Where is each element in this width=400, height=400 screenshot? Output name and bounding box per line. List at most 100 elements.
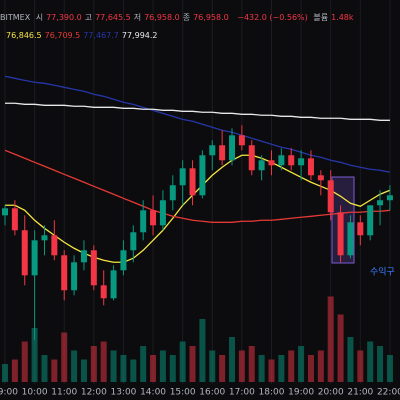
candle-body (150, 210, 157, 226)
candle-body (317, 175, 324, 181)
x-tick-label: 16:00 (199, 388, 225, 398)
candle-body (199, 155, 206, 196)
candle-body (80, 250, 87, 263)
ma-value: 76,846.5 (6, 31, 42, 40)
candle-body (377, 200, 384, 206)
volume-bar (298, 346, 305, 382)
ma-line (4, 75, 391, 173)
x-tick-label: 22:00 (377, 388, 400, 398)
x-tick-label: 20:00 (318, 388, 344, 398)
ohlc-values: 시 77,390.0 고 77,645.5 저 76,958.0 종 76,958.0 (36, 13, 232, 22)
volume-bar (307, 355, 314, 382)
ohlc-value: 76,958.0 (193, 13, 229, 22)
candle-body (258, 160, 265, 171)
x-tick-label: 10:00 (22, 388, 48, 398)
ohlc-value: 77,645.5 (95, 13, 131, 22)
candle-body (268, 160, 275, 166)
volume-bar (110, 350, 117, 382)
volume-bar (258, 355, 265, 382)
volume-bar (386, 355, 393, 382)
volume-bar (100, 341, 107, 382)
volume-bar (51, 359, 58, 382)
volume-bar (229, 337, 236, 382)
ma-line (5, 154, 391, 263)
candle-body (179, 168, 186, 186)
candle-body (159, 200, 166, 226)
volume-bar (288, 350, 295, 382)
volume-value: 1.48k (331, 13, 354, 22)
ohlc-value: 76,958.0 (144, 13, 180, 22)
ohlc-label: 시 (35, 13, 44, 22)
volume-bar (80, 359, 87, 382)
candle-body (367, 205, 374, 236)
ma-value: 76,709.5 (44, 31, 81, 40)
candle-body (347, 222, 354, 256)
ma-value: 77,994.2 (121, 31, 158, 40)
candle-body (120, 250, 127, 271)
volume-bar (219, 355, 226, 382)
candle-body (229, 135, 236, 161)
candle-body (209, 145, 216, 156)
candle-body (327, 180, 334, 213)
volume-bar (199, 319, 206, 382)
volume-bar (268, 359, 275, 382)
ma-line (5, 102, 390, 121)
candle-body (41, 235, 48, 241)
candle-body (21, 230, 28, 276)
volume-bar (347, 337, 354, 382)
candle-body (140, 210, 147, 233)
volume-bar (11, 359, 18, 382)
volume-bar (90, 346, 97, 382)
candle-body (61, 255, 68, 291)
volume-bar (377, 346, 384, 382)
volume-bar (31, 328, 38, 382)
candle-body (90, 250, 97, 286)
x-tick-label: 14:00 (140, 388, 166, 398)
x-tick-label: 19:00 (288, 388, 314, 398)
candle-body (238, 135, 245, 146)
candle-body (100, 285, 107, 299)
ma-legend: 76,846.5 76,709.5 77,467.7 77,994.2 (6, 31, 161, 40)
candle-body (51, 235, 58, 256)
candle-body (357, 222, 364, 236)
volume-bar (248, 346, 255, 382)
candle-body (248, 145, 255, 171)
candle-body (11, 208, 18, 231)
volume-bar (120, 355, 127, 382)
volume-bar (189, 346, 196, 382)
volume-bar (179, 341, 186, 382)
candle-body (337, 212, 344, 256)
volume-bar (367, 341, 374, 382)
x-tick-label: 15:00 (170, 388, 196, 398)
candle-body (386, 195, 393, 201)
exchange: BITMEX (0, 13, 31, 22)
ohlc-label: 종 (182, 13, 191, 22)
candle-body (278, 155, 285, 166)
ohlc-value: 77,390.0 (46, 13, 82, 22)
volume-bar (169, 355, 176, 382)
ma-line (4, 149, 390, 223)
volume-bar (357, 350, 364, 382)
volume-bar (2, 364, 8, 382)
x-tick-label: 11:00 (51, 388, 77, 398)
ohlc-label: 고 (84, 13, 93, 22)
volume-bar (130, 359, 137, 382)
volume-bar (317, 350, 324, 382)
candle-body (169, 185, 176, 201)
candle-body (288, 155, 295, 166)
candle-body (2, 208, 8, 216)
x-tick-label: 13:00 (110, 388, 136, 398)
change: −432.0 (−0.56%) (237, 13, 308, 22)
ma-value: 77,467.7 (83, 31, 119, 40)
x-tick-label: 21:00 (347, 388, 373, 398)
volume-bar (327, 296, 334, 382)
volume-bar (71, 350, 78, 382)
volume-bar (61, 332, 68, 382)
candle-body (189, 168, 196, 196)
volume-bar (337, 314, 344, 382)
x-tick-label: 09:00 (0, 388, 18, 398)
time-axis (0, 384, 400, 400)
volume-bar (278, 355, 285, 382)
